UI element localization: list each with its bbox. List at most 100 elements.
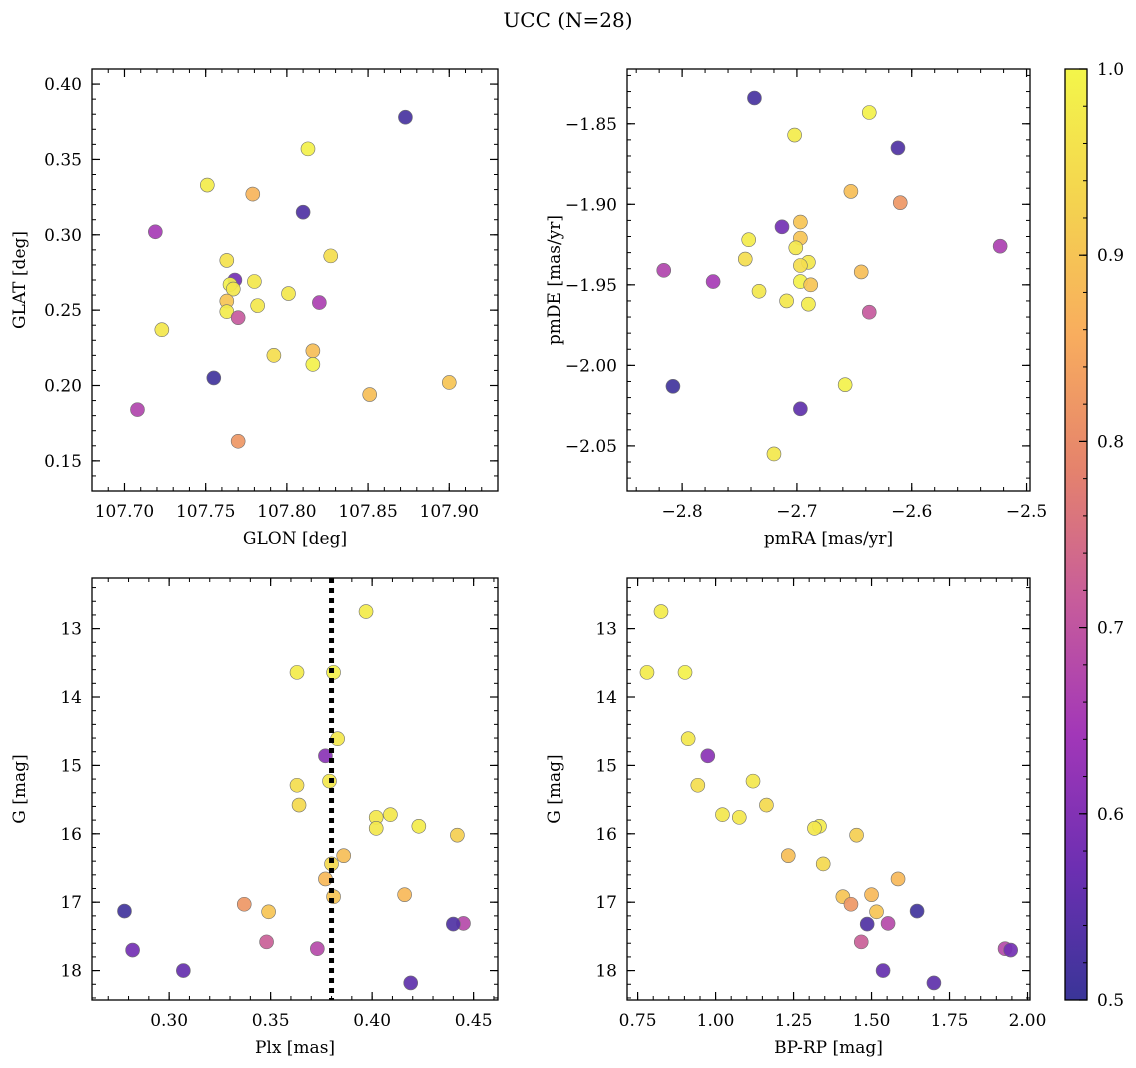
scatter-point bbox=[859, 916, 875, 932]
scatter-point bbox=[117, 903, 132, 919]
scatter-point bbox=[759, 797, 774, 813]
y-tick-label: 0.20 bbox=[44, 377, 82, 397]
figure-title: UCC (N=28) bbox=[503, 8, 633, 32]
scatter-point bbox=[281, 286, 296, 301]
scatter-point bbox=[305, 343, 321, 359]
scatter-point bbox=[305, 357, 321, 372]
y-tick-label: 0.30 bbox=[44, 226, 82, 246]
scatter-point bbox=[853, 934, 869, 950]
y-tick-label: 0.40 bbox=[44, 75, 82, 95]
scatter-point bbox=[230, 433, 246, 449]
panel-glon-glat: 107.70 107.75 107.80 107.85 107.90 0.15 0.20 0.… bbox=[10, 68, 499, 549]
axes-frame bbox=[91, 68, 499, 492]
x-tick-label: −2.8 bbox=[661, 502, 702, 522]
scatter-point bbox=[815, 856, 831, 872]
y-tick-label: −1.95 bbox=[565, 276, 617, 296]
scatter-point bbox=[853, 264, 869, 280]
scatter-point bbox=[677, 665, 693, 680]
scatter-point bbox=[653, 604, 669, 619]
scatter-point bbox=[250, 298, 265, 313]
scatter-point bbox=[892, 195, 908, 210]
scatter-point bbox=[705, 274, 721, 289]
scatter-point bbox=[411, 818, 427, 834]
x-tick-label: 107.85 bbox=[338, 502, 397, 522]
y-tick-label: 17 bbox=[60, 893, 82, 913]
scatter-point bbox=[793, 401, 808, 417]
scatter-point bbox=[745, 773, 761, 789]
scatter-point bbox=[259, 934, 274, 950]
scatter-point bbox=[200, 177, 215, 193]
scatter-point bbox=[289, 665, 305, 680]
y-tick-label: 16 bbox=[595, 825, 617, 845]
scatter-point bbox=[336, 848, 352, 863]
scatter-point bbox=[219, 253, 235, 268]
scatter-point bbox=[441, 375, 457, 390]
scatter-point bbox=[154, 322, 170, 338]
scatter-point bbox=[148, 224, 163, 240]
scatter-point bbox=[680, 731, 696, 747]
y-tick-label: −2.00 bbox=[565, 356, 617, 376]
y-axis-label: GLAT [deg] bbox=[10, 231, 30, 329]
scatter-point bbox=[206, 370, 222, 386]
x-tick-label: 1.25 bbox=[775, 1011, 813, 1031]
x-tick-label: 107.75 bbox=[176, 502, 235, 522]
scatter-point bbox=[843, 896, 859, 912]
scatter-point bbox=[295, 204, 311, 220]
scatter-point bbox=[890, 140, 906, 156]
y-tick-label: 0.15 bbox=[44, 452, 82, 472]
colorbar-tick-label: 0.9 bbox=[1097, 246, 1124, 266]
scatter-point bbox=[793, 258, 808, 273]
x-tick-label: 0.30 bbox=[150, 1011, 188, 1031]
scatter-point bbox=[318, 748, 333, 764]
y-tick-label: 14 bbox=[595, 688, 617, 708]
y-tick-label: 18 bbox=[60, 962, 82, 982]
scatter-point bbox=[323, 248, 339, 264]
x-tick-label: 107.80 bbox=[257, 502, 316, 522]
scatter-point bbox=[747, 90, 762, 106]
x-tick-label: 0.40 bbox=[353, 1011, 391, 1031]
scatter-point bbox=[310, 941, 325, 957]
y-tick-label: 13 bbox=[60, 620, 82, 640]
scatter-point bbox=[236, 896, 252, 912]
scatter-point bbox=[803, 277, 819, 293]
y-tick-label: 16 bbox=[60, 825, 82, 845]
colorbar-tick-label: 0.7 bbox=[1097, 619, 1124, 639]
colorbar-frame bbox=[1064, 68, 1088, 1001]
axes-frame bbox=[626, 577, 1031, 1001]
y-axis-label: G [mag] bbox=[545, 754, 565, 823]
scatter-point bbox=[774, 219, 790, 235]
scatter-point bbox=[403, 975, 419, 991]
scatter-point bbox=[788, 240, 804, 256]
scatter-point bbox=[843, 184, 859, 199]
y-tick-label: 15 bbox=[595, 756, 617, 776]
scatter-point bbox=[869, 904, 884, 920]
x-tick-label: 1.50 bbox=[853, 1011, 891, 1031]
scatter-point bbox=[245, 186, 261, 202]
scatter-point bbox=[741, 232, 757, 248]
points-bprp-g bbox=[639, 604, 1018, 991]
colorbar-gradient bbox=[1065, 69, 1087, 1000]
colorbar-tick-label: 1.0 bbox=[1097, 60, 1124, 80]
scatter-point bbox=[639, 665, 655, 680]
scatter-point bbox=[864, 887, 879, 902]
axes-frame bbox=[91, 577, 499, 1001]
scatter-point bbox=[849, 827, 864, 843]
scatter-point bbox=[358, 604, 374, 619]
scatter-point bbox=[875, 963, 891, 978]
scatter-point bbox=[300, 141, 316, 157]
y-axis-label: G [mag] bbox=[10, 754, 30, 823]
points-glon-glat bbox=[130, 109, 457, 449]
scatter-point bbox=[261, 904, 276, 920]
scatter-point bbox=[219, 304, 235, 319]
x-tick-label: 1.75 bbox=[931, 1011, 969, 1031]
scatter-point bbox=[450, 827, 465, 843]
scatter-point bbox=[397, 887, 412, 902]
scatter-point bbox=[779, 293, 794, 309]
panel-bprp-g: 0.75 1.00 1.25 1.50 1.75 2.00 13 14 15 16 17 18 BP-R… bbox=[545, 577, 1046, 1058]
axes-frame bbox=[626, 68, 1031, 492]
scatter-panels: 107.70 107.75 107.80 107.85 107.90 0.15 0.20 0.… bbox=[10, 68, 1047, 1058]
x-tick-label: 0.35 bbox=[252, 1011, 290, 1031]
y-tick-label: 0.25 bbox=[44, 301, 82, 321]
scatter-point bbox=[766, 446, 782, 462]
scatter-point bbox=[992, 238, 1008, 254]
